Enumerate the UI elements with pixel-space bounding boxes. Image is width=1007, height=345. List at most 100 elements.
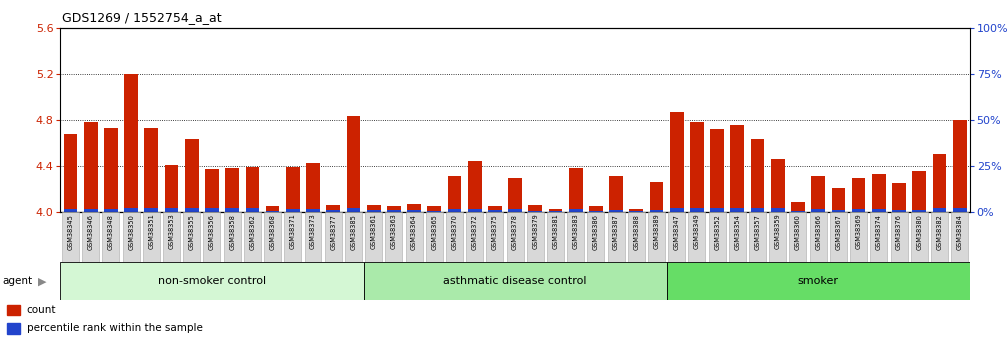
Text: GSM38357: GSM38357	[754, 214, 760, 249]
Bar	[124, 208, 138, 212]
FancyBboxPatch shape	[789, 212, 807, 262]
Text: GSM38363: GSM38363	[391, 214, 397, 249]
Text: GSM38369: GSM38369	[856, 214, 862, 249]
Text: GSM38389: GSM38389	[654, 214, 660, 249]
FancyBboxPatch shape	[729, 212, 746, 262]
Text: GSM38349: GSM38349	[694, 214, 700, 249]
Text: GSM38387: GSM38387	[613, 214, 619, 249]
Bar	[912, 209, 926, 212]
Text: GSM38348: GSM38348	[108, 214, 114, 249]
Text: GSM38366: GSM38366	[816, 214, 821, 249]
Bar	[226, 168, 239, 212]
Bar	[205, 169, 219, 212]
FancyBboxPatch shape	[689, 212, 706, 262]
Bar	[226, 208, 239, 212]
Bar	[468, 161, 481, 212]
Bar	[792, 202, 805, 212]
Text: GSM38354: GSM38354	[734, 214, 740, 249]
FancyBboxPatch shape	[264, 212, 281, 262]
Text: GSM38371: GSM38371	[290, 214, 296, 249]
FancyBboxPatch shape	[749, 212, 766, 262]
Text: GSM38355: GSM38355	[188, 214, 194, 249]
FancyBboxPatch shape	[507, 212, 524, 262]
FancyBboxPatch shape	[406, 212, 423, 262]
Bar	[7, 305, 20, 315]
Bar	[650, 182, 664, 212]
Text: GSM38378: GSM38378	[513, 214, 518, 249]
Bar	[427, 206, 441, 212]
Bar	[488, 206, 501, 212]
Bar	[427, 210, 441, 212]
Bar	[750, 208, 764, 212]
Text: GSM38352: GSM38352	[714, 214, 720, 249]
Bar	[812, 176, 825, 212]
Bar	[650, 209, 664, 212]
Bar	[104, 128, 118, 212]
Text: GSM38374: GSM38374	[876, 214, 882, 249]
Bar	[246, 167, 259, 212]
FancyBboxPatch shape	[364, 262, 667, 300]
FancyBboxPatch shape	[284, 212, 301, 262]
Bar	[670, 112, 684, 212]
Text: GSM38388: GSM38388	[633, 214, 639, 249]
Bar	[205, 208, 219, 212]
Bar	[367, 205, 381, 212]
Text: GSM38380: GSM38380	[916, 214, 922, 249]
FancyBboxPatch shape	[910, 212, 927, 262]
Bar	[953, 208, 967, 212]
FancyBboxPatch shape	[426, 212, 443, 262]
Bar	[670, 208, 684, 212]
Text: GSM38359: GSM38359	[774, 214, 780, 249]
Bar	[812, 209, 825, 212]
Bar	[832, 209, 845, 212]
FancyBboxPatch shape	[83, 212, 100, 262]
Bar	[529, 205, 542, 212]
Text: GSM38379: GSM38379	[533, 214, 539, 249]
Bar	[872, 174, 886, 212]
Bar	[185, 208, 198, 212]
Text: GSM38351: GSM38351	[148, 214, 154, 249]
FancyBboxPatch shape	[669, 212, 685, 262]
FancyBboxPatch shape	[60, 262, 364, 300]
Text: GSM38383: GSM38383	[573, 214, 579, 249]
Bar	[912, 171, 926, 212]
FancyBboxPatch shape	[203, 212, 221, 262]
FancyBboxPatch shape	[930, 212, 948, 262]
FancyBboxPatch shape	[587, 212, 604, 262]
Bar	[932, 208, 947, 212]
Text: GSM38364: GSM38364	[411, 214, 417, 249]
Bar	[387, 206, 401, 212]
Bar	[750, 139, 764, 212]
FancyBboxPatch shape	[446, 212, 463, 262]
Text: GSM38382: GSM38382	[937, 214, 943, 249]
Bar	[104, 209, 118, 212]
FancyBboxPatch shape	[649, 212, 665, 262]
FancyBboxPatch shape	[366, 212, 382, 262]
Bar	[144, 128, 158, 212]
Bar	[407, 210, 421, 212]
Bar	[84, 209, 98, 212]
Text: GSM38360: GSM38360	[795, 214, 801, 249]
Text: GSM38367: GSM38367	[836, 214, 842, 249]
Bar	[165, 165, 178, 212]
Text: GSM38350: GSM38350	[128, 214, 134, 249]
Bar	[953, 120, 967, 212]
Bar	[710, 129, 724, 212]
Bar	[629, 209, 643, 212]
Bar	[346, 208, 361, 212]
Text: GSM38384: GSM38384	[957, 214, 963, 249]
Bar	[407, 204, 421, 212]
Text: GSM38353: GSM38353	[168, 214, 174, 249]
Bar	[730, 125, 744, 212]
Bar	[306, 162, 320, 212]
Text: GSM38362: GSM38362	[250, 214, 256, 249]
Bar	[589, 206, 603, 212]
Bar	[387, 210, 401, 212]
Text: GSM38361: GSM38361	[371, 214, 377, 249]
Text: GSM38345: GSM38345	[67, 214, 74, 249]
FancyBboxPatch shape	[769, 212, 786, 262]
Text: GSM38373: GSM38373	[310, 214, 316, 249]
Text: smoker: smoker	[798, 276, 839, 286]
Text: GSM38358: GSM38358	[230, 214, 236, 249]
Bar	[792, 210, 805, 212]
